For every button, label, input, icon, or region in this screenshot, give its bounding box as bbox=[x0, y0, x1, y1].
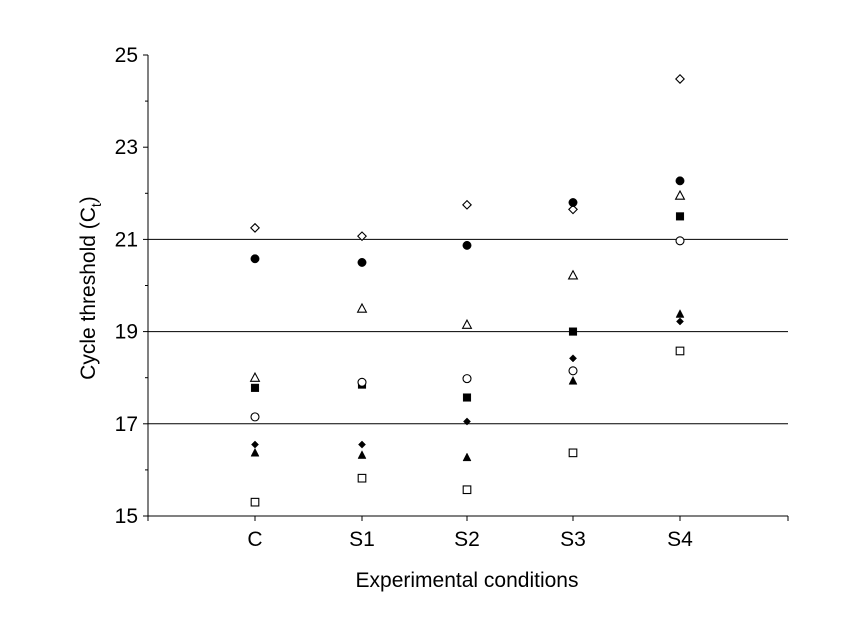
point-open-triangle-S4 bbox=[674, 189, 686, 200]
point-open-square-S1 bbox=[357, 473, 367, 483]
point-open-diamond-C bbox=[250, 222, 260, 233]
x-tick-label-C: C bbox=[247, 528, 262, 551]
point-filled-square-S4 bbox=[675, 212, 685, 221]
point-filled-diamond-S4 bbox=[676, 317, 684, 326]
y-tick-label-23: 23 bbox=[115, 136, 138, 159]
point-filled-square-S3 bbox=[568, 327, 578, 336]
point-filled-circle-S2 bbox=[462, 240, 472, 250]
data-points bbox=[249, 73, 686, 507]
point-open-circle-S2 bbox=[462, 374, 472, 384]
point-filled-diamond-C bbox=[251, 440, 259, 449]
y-tick-label-19: 19 bbox=[115, 321, 138, 344]
x-ticks: C S1 S2 S3 S4 bbox=[147, 516, 789, 551]
point-filled-diamond-S2 bbox=[463, 417, 471, 426]
point-open-circle-S3 bbox=[568, 366, 578, 376]
x-tick-label-S1: S1 bbox=[349, 528, 375, 551]
point-filled-triangle-S2 bbox=[462, 452, 472, 462]
x-tick-label-S3: S3 bbox=[560, 528, 586, 551]
y-tick-label-25: 25 bbox=[115, 44, 138, 67]
point-filled-circle-C bbox=[250, 254, 260, 264]
point-open-diamond-S2 bbox=[462, 199, 472, 210]
point-open-triangle-S1 bbox=[356, 302, 368, 313]
point-filled-diamond-S3 bbox=[569, 354, 577, 363]
point-filled-triangle-S3 bbox=[568, 375, 578, 385]
y-ticks: 15 17 19 21 23 25 bbox=[115, 44, 148, 528]
point-open-circle-S4 bbox=[675, 236, 685, 246]
point-filled-square-S2 bbox=[462, 393, 472, 402]
point-filled-diamond-S1 bbox=[358, 440, 366, 449]
point-open-triangle-S2 bbox=[461, 318, 473, 329]
point-open-square-S4 bbox=[675, 346, 685, 356]
point-open-triangle-S3 bbox=[567, 269, 579, 280]
point-open-diamond-S3 bbox=[568, 204, 578, 215]
point-open-square-S2 bbox=[462, 485, 472, 495]
point-filled-triangle-S1 bbox=[357, 450, 367, 459]
y-axis-title-close: ) bbox=[77, 196, 100, 203]
y-tick-label-17: 17 bbox=[115, 413, 138, 436]
point-open-circle-S1 bbox=[357, 377, 367, 387]
y-axis-title-main: Cycle threshold (C bbox=[77, 207, 100, 380]
point-filled-circle-S4 bbox=[675, 176, 685, 186]
point-open-square-C bbox=[250, 497, 260, 507]
point-open-triangle-C bbox=[249, 371, 261, 382]
y-axis-title-subscript: t bbox=[88, 203, 104, 207]
point-filled-triangle-C bbox=[250, 447, 260, 457]
point-filled-square-C bbox=[250, 383, 260, 392]
x-tick-label-S2: S2 bbox=[454, 528, 480, 551]
point-open-circle-C bbox=[250, 412, 260, 422]
y-tick-label-21: 21 bbox=[115, 228, 138, 251]
point-open-square-S3 bbox=[568, 448, 578, 458]
axes bbox=[147, 55, 788, 517]
point-open-diamond-S4 bbox=[675, 73, 685, 84]
y-tick-label-15: 15 bbox=[115, 505, 138, 528]
point-filled-circle-S1 bbox=[357, 258, 367, 267]
x-tick-label-S4: S4 bbox=[667, 528, 693, 551]
y-axis-title: Cycle threshold (Ct) bbox=[77, 196, 104, 380]
x-axis-title: Experimental conditions bbox=[356, 569, 579, 592]
point-filled-triangle-S4 bbox=[675, 309, 685, 318]
point-open-diamond-S1 bbox=[357, 231, 367, 242]
point-filled-circle-S3 bbox=[568, 198, 578, 207]
